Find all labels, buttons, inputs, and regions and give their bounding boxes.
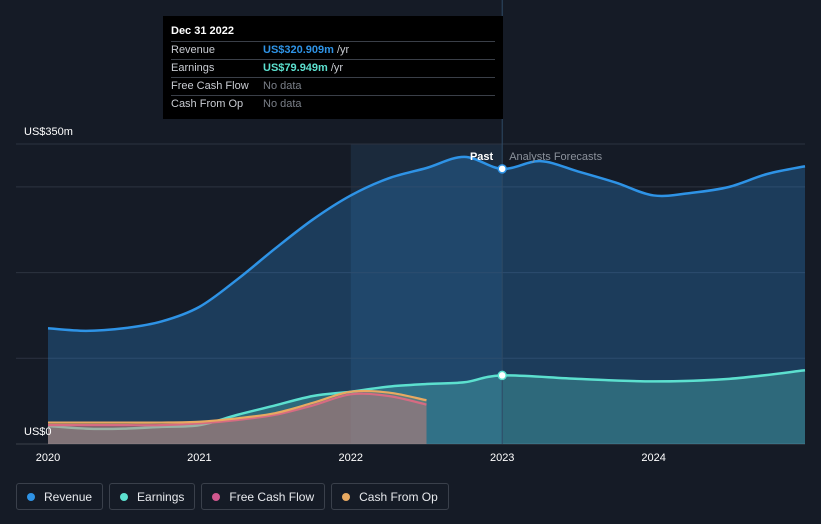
tooltip-row-value: No data: [263, 80, 302, 92]
x-tick-label: 2024: [641, 452, 665, 464]
forecast-label: Analysts Forecasts: [509, 151, 602, 163]
tooltip-row-value: No data: [263, 98, 302, 110]
tooltip-row-label: Free Cash Flow: [171, 80, 249, 92]
legend-item-revenue[interactable]: Revenue: [16, 483, 104, 510]
data-tooltip: Dec 31 2022 Revenue US$320.909m/yr Earning…: [163, 16, 503, 119]
legend-label: Cash From Op: [359, 489, 438, 504]
legend-label: Free Cash Flow: [229, 489, 315, 504]
tooltip-row: Revenue US$320.909m/yr: [171, 41, 495, 59]
tooltip-row-value: US$79.949m: [263, 62, 328, 74]
legend-item-cash-from-op[interactable]: Cash From Op: [331, 483, 449, 510]
tooltip-row-label: Cash From Op: [171, 98, 244, 110]
tooltip-row-unit: /yr: [330, 62, 344, 74]
legend-dot-icon: [27, 492, 35, 501]
legend-item-earnings[interactable]: Earnings: [109, 483, 196, 510]
free-cash-flow-area: [48, 393, 427, 444]
revenue-area: [48, 156, 805, 444]
cash-from-op-area: [48, 390, 427, 444]
tooltip-row: Free Cash Flow No data: [171, 77, 495, 95]
earnings-highlight-point: [497, 370, 507, 381]
x-tick-label: 2020: [36, 452, 60, 464]
legend-item-free-cash-flow[interactable]: Free Cash Flow: [201, 483, 326, 510]
legend-dot-icon: [342, 492, 351, 501]
earnings-area: [48, 370, 805, 444]
x-tick-label: 2023: [490, 452, 514, 464]
tooltip-date: Dec 31 2022: [171, 25, 234, 37]
legend-label: Earnings: [137, 489, 185, 504]
y-axis-zero-label: US$0: [24, 426, 52, 438]
past-label: Past: [470, 151, 494, 163]
revenue-highlight-point: [497, 164, 507, 174]
chart-legend: Revenue Earnings Free Cash Flow Cash From O…: [16, 483, 449, 510]
tooltip-row: Earnings US$79.949m/yr: [171, 59, 495, 77]
x-tick-label: 2022: [339, 452, 363, 464]
tooltip-row: Cash From Op No data: [171, 95, 495, 113]
legend-dot-icon: [212, 492, 221, 501]
tooltip-row-label: Earnings: [171, 62, 215, 74]
tooltip-row-value: US$320.909m: [263, 44, 334, 56]
x-tick-label: 2021: [187, 452, 211, 464]
y-axis-top-label: US$350m: [24, 126, 73, 138]
legend-dot-icon: [120, 492, 129, 501]
legend-label: Revenue: [44, 489, 93, 504]
revenue-line: [47, 155, 806, 333]
cash-from-op-line: [47, 389, 427, 424]
free-cash-flow-line: [48, 392, 427, 427]
tooltip-row-label: Revenue: [171, 44, 216, 56]
tooltip-row-unit: /yr: [336, 44, 350, 56]
